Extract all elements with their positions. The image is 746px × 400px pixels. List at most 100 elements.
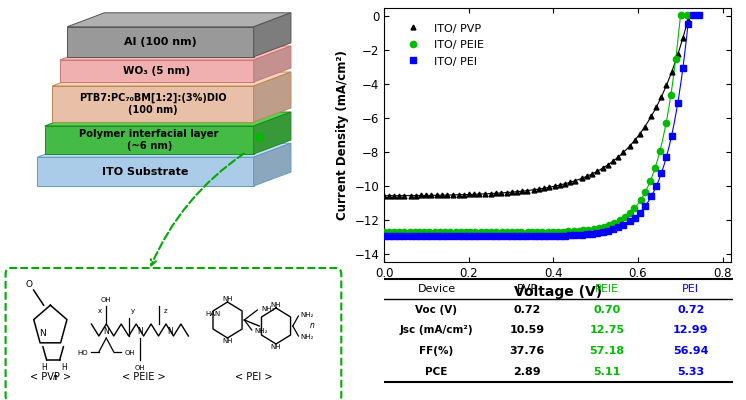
- ITO/ PEI: [469, 234, 478, 239]
- Text: HAN: HAN: [205, 311, 220, 317]
- Polygon shape: [254, 112, 291, 154]
- Polygon shape: [60, 60, 254, 82]
- Text: 12.75: 12.75: [589, 326, 624, 336]
- Polygon shape: [67, 27, 254, 57]
- Text: NH: NH: [271, 344, 281, 350]
- Polygon shape: [45, 126, 254, 154]
- ITO/ PEI: [577, 232, 586, 237]
- Text: < PEIE >: < PEIE >: [122, 372, 166, 382]
- ITO/ PEIE: [569, 229, 578, 234]
- Text: 2.89: 2.89: [513, 367, 541, 377]
- Text: N: N: [167, 328, 172, 336]
- FancyBboxPatch shape: [6, 268, 342, 400]
- Text: Voc (V): Voc (V): [416, 305, 457, 315]
- ITO/ PEIE: [482, 230, 491, 235]
- Line: ITO/ PVP: ITO/ PVP: [382, 12, 702, 198]
- Text: 0.72: 0.72: [677, 305, 704, 315]
- Text: Jsc (mA/cm²): Jsc (mA/cm²): [400, 326, 473, 336]
- Text: PEI: PEI: [683, 284, 699, 294]
- Text: FF(%): FF(%): [419, 346, 454, 356]
- Y-axis label: Current Density (mA/cm²): Current Density (mA/cm²): [336, 50, 349, 220]
- Polygon shape: [37, 143, 291, 157]
- Text: 37.76: 37.76: [510, 346, 545, 356]
- Text: 0.70: 0.70: [594, 305, 621, 315]
- Polygon shape: [254, 46, 291, 82]
- Text: O: O: [25, 280, 32, 289]
- ITO/ PEI: [695, 12, 703, 17]
- Text: 56.94: 56.94: [673, 346, 709, 356]
- Text: Device: Device: [417, 284, 456, 294]
- ITO/ PEIE: [477, 230, 486, 235]
- Polygon shape: [67, 13, 291, 27]
- Text: n: n: [52, 374, 57, 382]
- Text: 57.18: 57.18: [589, 346, 624, 356]
- Text: NH: NH: [222, 296, 233, 302]
- Text: NH: NH: [271, 302, 281, 308]
- ITO/ PVP: [689, 12, 698, 17]
- Text: WO₃ (5 nm): WO₃ (5 nm): [123, 66, 190, 76]
- Text: z: z: [164, 308, 168, 314]
- Polygon shape: [52, 86, 254, 122]
- ITO/ PEI: [460, 234, 468, 239]
- ITO/ PVP: [433, 193, 442, 198]
- Text: N: N: [104, 328, 109, 336]
- ITO/ PEIE: [466, 230, 475, 235]
- Polygon shape: [60, 46, 291, 60]
- Text: 0.72: 0.72: [513, 305, 541, 315]
- Text: PVP: PVP: [516, 284, 538, 294]
- Text: 5.33: 5.33: [677, 367, 704, 377]
- Text: NH₂: NH₂: [261, 306, 275, 312]
- ITO/ PEI: [689, 12, 698, 17]
- ITO/ PEIE: [430, 230, 439, 235]
- ITO/ PEIE: [380, 230, 389, 235]
- X-axis label: Voltage (V): Voltage (V): [513, 286, 602, 300]
- ITO/ PVP: [577, 176, 586, 181]
- Text: < PEI >: < PEI >: [235, 372, 272, 382]
- Text: PTB7:PC₇₀BM[1:2]:(3%)DIO
(100 nm): PTB7:PC₇₀BM[1:2]:(3%)DIO (100 nm): [79, 93, 227, 115]
- Polygon shape: [254, 143, 291, 186]
- Text: H: H: [41, 364, 46, 372]
- Polygon shape: [45, 112, 291, 126]
- Polygon shape: [52, 72, 291, 86]
- ITO/ PEI: [433, 234, 442, 239]
- ITO/ PEI: [380, 234, 389, 239]
- Polygon shape: [254, 13, 291, 57]
- ITO/ PVP: [469, 192, 478, 197]
- Text: < PVP >: < PVP >: [30, 372, 71, 382]
- Text: Al (100 nm): Al (100 nm): [124, 37, 197, 47]
- Text: 5.11: 5.11: [594, 367, 621, 377]
- Polygon shape: [37, 157, 254, 186]
- Text: NH: NH: [222, 338, 233, 344]
- Text: n: n: [310, 322, 315, 330]
- Text: y: y: [131, 308, 134, 314]
- Text: ITO Substrate: ITO Substrate: [102, 166, 189, 176]
- ITO/ PVP: [460, 192, 468, 197]
- Text: PCE: PCE: [425, 367, 448, 377]
- Text: NH₂: NH₂: [301, 312, 313, 318]
- Text: PEIE: PEIE: [595, 284, 619, 294]
- Text: 12.99: 12.99: [673, 326, 709, 336]
- Text: N: N: [137, 328, 142, 336]
- ITO/ PVP: [481, 192, 490, 196]
- Text: H: H: [62, 364, 67, 372]
- Text: N: N: [39, 329, 46, 338]
- Legend: ITO/ PVP, ITO/ PEIE, ITO/ PEI: ITO/ PVP, ITO/ PEIE, ITO/ PEI: [397, 19, 489, 71]
- Text: 10.59: 10.59: [510, 326, 545, 336]
- Text: NH₂: NH₂: [254, 328, 268, 334]
- ITO/ PVP: [486, 191, 495, 196]
- Text: Polymer interfacial layer
(~6 nm): Polymer interfacial layer (~6 nm): [80, 129, 219, 151]
- Text: NH₂: NH₂: [301, 334, 313, 340]
- Polygon shape: [254, 72, 291, 122]
- Text: OH: OH: [101, 297, 112, 303]
- ITO/ PVP: [380, 193, 389, 198]
- Text: OH: OH: [125, 350, 136, 356]
- ITO/ PEI: [486, 234, 495, 239]
- Text: OH: OH: [134, 365, 145, 371]
- ITO/ PEI: [481, 234, 490, 239]
- Line: ITO/ PEI: ITO/ PEI: [381, 12, 702, 239]
- Line: ITO/ PEIE: ITO/ PEIE: [381, 12, 690, 236]
- ITO/ PEIE: [676, 12, 685, 17]
- Text: HO: HO: [77, 350, 88, 356]
- ITO/ PVP: [695, 12, 703, 17]
- Text: x: x: [98, 308, 102, 314]
